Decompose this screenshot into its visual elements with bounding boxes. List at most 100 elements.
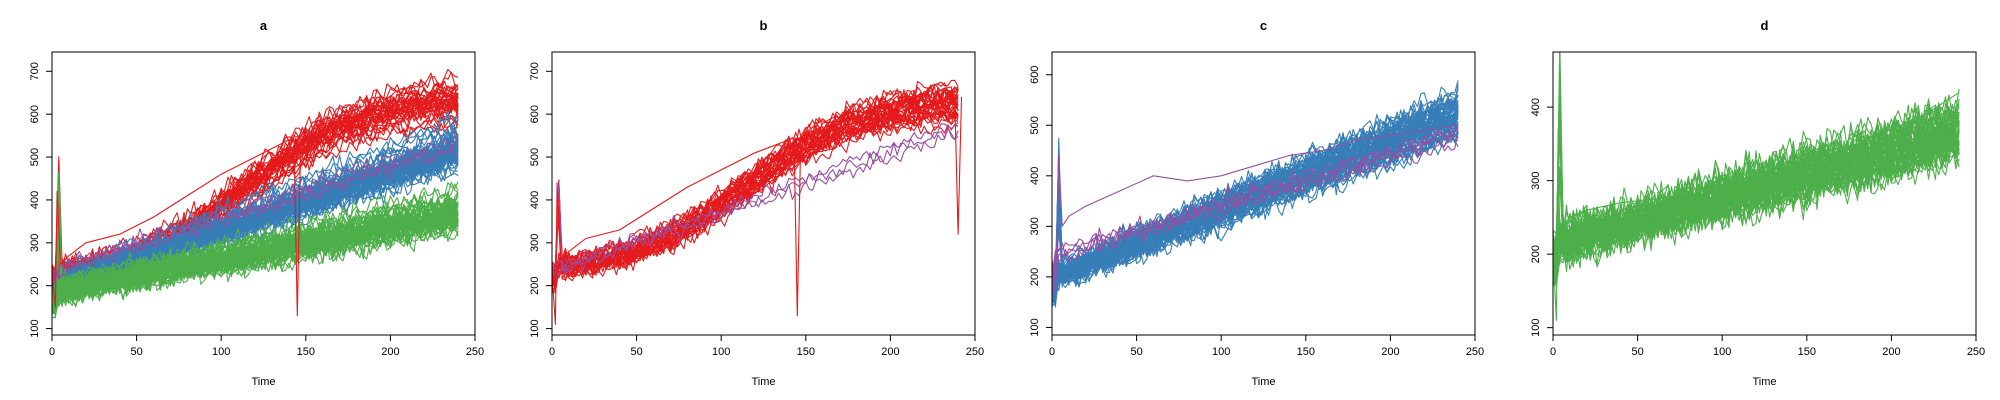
- panel-title: a: [260, 18, 268, 33]
- x-axis-label: Time: [1251, 376, 1275, 388]
- series-line: [552, 126, 959, 277]
- series-line: [552, 90, 959, 293]
- x-tick-label: 150: [297, 346, 315, 358]
- series-line: [1052, 99, 1459, 300]
- series-group: [552, 79, 963, 325]
- series-line: [52, 204, 459, 309]
- y-tick-label: 100: [529, 319, 541, 337]
- y-tick-label: 700: [29, 62, 41, 80]
- plot-frame: [1051, 51, 1476, 336]
- x-tick-label: 250: [966, 346, 984, 358]
- x-tick-label: 200: [1882, 346, 1900, 358]
- y-tick-label: 300: [1029, 217, 1041, 235]
- panel-a: 0 50 100 150 200 250 100 200 300 400 500 600 700 a Tim…: [29, 18, 484, 388]
- series-line: [552, 108, 959, 283]
- y-tick-label: 600: [529, 105, 541, 123]
- y-tick-label: 200: [1530, 245, 1542, 263]
- series-line: [52, 138, 459, 308]
- series-line: [552, 128, 959, 278]
- x-tick-label: 200: [1381, 346, 1399, 358]
- x-tick-label: 50: [1130, 346, 1142, 358]
- y-tick-label: 100: [1029, 318, 1041, 336]
- y-tick-label: 100: [29, 319, 41, 337]
- x-tick-label: 0: [49, 346, 55, 358]
- panel-b: 0 50 100 150 200 250 100 200 300 400 500 600 700 b Tim…: [529, 18, 984, 388]
- series-line: [552, 122, 959, 270]
- series-line: [552, 86, 959, 269]
- x-tick-label: 0: [549, 346, 555, 358]
- y-tick-label: 300: [1530, 171, 1542, 189]
- series-group: [52, 68, 459, 319]
- series-line: [1052, 126, 1459, 286]
- panel-title: b: [760, 18, 768, 33]
- y-tick-label: 200: [1029, 268, 1041, 286]
- x-tick-label: 100: [712, 346, 730, 358]
- y-tick-label: 500: [529, 148, 541, 166]
- series-line: [1052, 131, 1459, 282]
- y-tick-label: 600: [1029, 66, 1041, 84]
- series-line: [1553, 111, 1960, 286]
- series-line: [1553, 104, 1960, 255]
- x-tick-label: 250: [1466, 346, 1484, 358]
- panel-title: c: [1260, 18, 1267, 33]
- series-line: [1052, 126, 1459, 282]
- x-tick-label: 200: [381, 346, 399, 358]
- series-line: [1553, 139, 1960, 272]
- x-axis-label: Time: [251, 376, 275, 388]
- series-line: [52, 96, 459, 317]
- x-tick-label: 150: [1798, 346, 1816, 358]
- plot-frame: [551, 51, 976, 336]
- y-tick-label: 200: [29, 277, 41, 295]
- series-line: [52, 147, 459, 279]
- y-tick-label: 400: [29, 191, 41, 209]
- series-group: [1553, 52, 1960, 321]
- series-group: [1052, 80, 1459, 308]
- y-tick-label: 400: [1029, 167, 1041, 185]
- panel-c: 0 50 100 150 200 250 100 200 300 400 500 600 c Time: [1029, 18, 1484, 388]
- series-line: [52, 197, 459, 313]
- series-line: [1553, 147, 1960, 286]
- series-line: [52, 213, 459, 307]
- plot-frame: [1552, 51, 1977, 336]
- series-line: [1553, 129, 1960, 270]
- x-axis-label: Time: [1752, 376, 1776, 388]
- x-tick-label: 50: [130, 346, 142, 358]
- panel-title: d: [1761, 18, 1769, 33]
- y-tick-label: 300: [529, 234, 541, 252]
- x-tick-label: 250: [466, 346, 484, 358]
- series-line: [1553, 91, 1960, 321]
- series-line: [1052, 124, 1459, 297]
- x-tick-label: 0: [1049, 346, 1055, 358]
- y-tick-label: 200: [529, 277, 541, 295]
- y-tick-label: 500: [29, 148, 41, 166]
- y-tick-label: 100: [1530, 318, 1542, 336]
- x-tick-label: 250: [1967, 346, 1985, 358]
- x-tick-label: 150: [1297, 346, 1315, 358]
- y-tick-label: 400: [529, 191, 541, 209]
- y-tick-label: 400: [1530, 98, 1542, 116]
- series-line: [52, 172, 459, 301]
- series-line: [552, 96, 963, 325]
- y-tick-label: 500: [1029, 116, 1041, 134]
- series-line: [52, 185, 459, 311]
- x-tick-label: 50: [630, 346, 642, 358]
- series-line: [52, 191, 459, 315]
- x-axis-label: Time: [751, 376, 775, 388]
- series-line: [552, 113, 959, 294]
- y-tick-label: 600: [29, 105, 41, 123]
- series-line: [1052, 138, 1459, 299]
- plot-frame: [51, 51, 476, 336]
- series-line: [52, 134, 459, 293]
- series-line: [1052, 88, 1459, 301]
- x-tick-label: 100: [1713, 346, 1731, 358]
- x-tick-label: 200: [881, 346, 899, 358]
- y-tick-label: 700: [529, 62, 541, 80]
- series-line: [52, 71, 459, 288]
- series-line: [1052, 124, 1459, 298]
- x-tick-label: 100: [1212, 346, 1230, 358]
- y-tick-label: 300: [29, 234, 41, 252]
- series-line: [52, 138, 459, 311]
- panel-d: 0 50 100 150 200 250 100 200 300 400 d Time: [1530, 18, 1985, 388]
- x-tick-label: 100: [212, 346, 230, 358]
